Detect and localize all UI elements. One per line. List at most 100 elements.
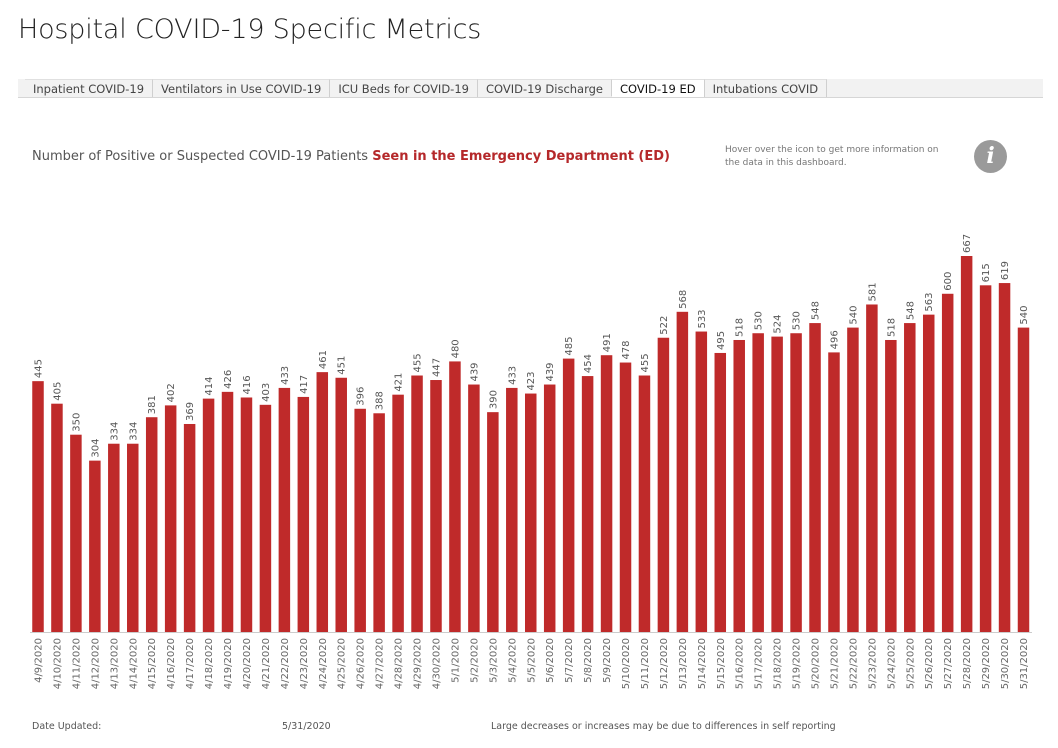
bar-4-20-2020[interactable] (240, 397, 253, 632)
bar-5-24-2020[interactable] (885, 339, 897, 632)
x-tick-label: 5/6/2020 (545, 638, 556, 683)
bar-value-label: 533 (697, 309, 708, 328)
bar-4-21-2020[interactable] (259, 404, 272, 632)
bar-5-29-2020[interactable] (979, 285, 992, 632)
tab-covid-19-discharge[interactable]: COVID-19 Discharge (476, 79, 612, 97)
bar-5-12-2020[interactable] (657, 337, 670, 632)
bar-value-label: 568 (678, 290, 689, 309)
bar-4-15-2020[interactable] (145, 417, 158, 632)
x-tick-label: 5/21/2020 (829, 638, 840, 689)
date-updated-value: 5/31/2020 (282, 721, 331, 732)
x-tick-label: 5/7/2020 (564, 638, 575, 683)
bar-4-10-2020[interactable] (51, 403, 63, 632)
bar-5-17-2020[interactable] (752, 333, 764, 632)
x-tick-label: 4/24/2020 (318, 638, 329, 689)
x-tick-label: 4/16/2020 (166, 638, 177, 689)
bar-5-8-2020[interactable] (581, 376, 594, 632)
bar-5-5-2020[interactable] (525, 393, 537, 632)
bar-5-23-2020[interactable] (866, 304, 878, 632)
bar-4-14-2020[interactable] (127, 443, 139, 632)
x-tick-label: 4/23/2020 (299, 638, 310, 689)
x-tick-label: 5/17/2020 (754, 638, 765, 689)
bar-value-label: 334 (128, 422, 139, 441)
bar-value-label: 455 (640, 353, 651, 372)
bar-5-27-2020[interactable] (941, 293, 954, 632)
bar-5-31-2020[interactable] (1017, 327, 1030, 632)
bar-value-label: 522 (659, 316, 670, 335)
bar-5-21-2020[interactable] (828, 352, 840, 632)
page-title: Hospital COVID-19 Specific Metrics (18, 14, 482, 45)
bar-value-label: 433 (280, 366, 291, 385)
bar-value-label: 439 (545, 362, 556, 381)
tab-ventilators-in-use-covid-19[interactable]: Ventilators in Use COVID-19 (152, 79, 330, 97)
bar-5-9-2020[interactable] (600, 355, 613, 632)
chart-title-highlight: Seen in the Emergency Department (ED) (372, 149, 670, 164)
bar-5-7-2020[interactable] (562, 358, 575, 632)
x-tick-label: 4/22/2020 (280, 638, 291, 689)
bar-4-30-2020[interactable] (430, 380, 442, 632)
bar-value-label: 480 (450, 339, 461, 358)
x-tick-label: 5/14/2020 (697, 638, 708, 689)
bar-5-11-2020[interactable] (638, 375, 651, 632)
bar-4-29-2020[interactable] (411, 375, 423, 632)
x-tick-label: 4/9/2020 (34, 638, 45, 683)
bar-value-label: 563 (924, 293, 935, 312)
bar-5-6-2020[interactable] (543, 384, 556, 632)
bar-4-19-2020[interactable] (221, 391, 234, 632)
bar-5-13-2020[interactable] (676, 311, 689, 632)
bar-5-10-2020[interactable] (619, 362, 632, 632)
bar-4-24-2020[interactable] (316, 372, 329, 632)
bar-5-20-2020[interactable] (809, 323, 821, 632)
bar-5-4-2020[interactable] (506, 387, 518, 632)
info-icon[interactable]: i (974, 140, 1007, 173)
bar-4-25-2020[interactable] (335, 377, 347, 632)
bar-4-17-2020[interactable] (183, 423, 196, 632)
bar-4-28-2020[interactable] (392, 394, 404, 632)
bar-4-9-2020[interactable] (32, 381, 44, 632)
tab-intubations-covid[interactable]: Intubations COVID (703, 79, 828, 97)
bar-4-23-2020[interactable] (297, 396, 310, 632)
tab-covid-19-ed[interactable]: COVID-19 ED (611, 79, 704, 97)
bar-5-1-2020[interactable] (449, 361, 461, 632)
x-tick-label: 4/12/2020 (90, 638, 101, 689)
x-tick-label: 4/13/2020 (109, 638, 120, 689)
bar-4-18-2020[interactable] (202, 398, 215, 632)
bar-5-2-2020[interactable] (468, 384, 480, 632)
tab-inpatient-covid-19[interactable]: Inpatient COVID-19 (25, 79, 153, 97)
x-tick-label: 5/20/2020 (811, 638, 822, 689)
bar-5-22-2020[interactable] (847, 327, 859, 632)
tab-bar: Inpatient COVID-19 Ventilators in Use COV… (18, 79, 1043, 98)
bar-5-18-2020[interactable] (771, 336, 783, 632)
bar-value-label: 518 (735, 318, 746, 337)
bar-value-label: 615 (981, 263, 992, 282)
bar-4-12-2020[interactable] (89, 460, 101, 632)
bar-5-26-2020[interactable] (922, 314, 935, 632)
bar-4-11-2020[interactable] (70, 434, 82, 632)
bar-4-13-2020[interactable] (108, 443, 120, 632)
x-tick-label: 5/24/2020 (886, 638, 897, 689)
bar-value-label: 403 (261, 383, 272, 402)
bar-value-label: 530 (792, 311, 803, 330)
x-tick-label: 4/27/2020 (375, 638, 386, 689)
x-tick-label: 4/10/2020 (52, 638, 63, 689)
bar-4-16-2020[interactable] (164, 405, 177, 632)
bar-4-22-2020[interactable] (278, 387, 291, 632)
x-tick-label: 4/28/2020 (394, 638, 405, 689)
bar-value-label: 417 (299, 375, 310, 394)
bar-4-26-2020[interactable] (354, 408, 366, 632)
x-tick-label: 5/3/2020 (488, 638, 499, 683)
bar-5-25-2020[interactable] (904, 323, 916, 632)
tab-icu-beds-for-covid-19[interactable]: ICU Beds for COVID-19 (329, 79, 477, 97)
bar-5-14-2020[interactable] (695, 331, 708, 632)
bar-5-16-2020[interactable] (733, 339, 745, 632)
x-tick-label: 5/10/2020 (621, 638, 632, 689)
bar-5-19-2020[interactable] (790, 333, 802, 632)
x-tick-label: 5/25/2020 (905, 638, 916, 689)
bar-5-3-2020[interactable] (487, 412, 499, 632)
bar-value-label: 405 (52, 382, 63, 401)
bar-5-30-2020[interactable] (998, 283, 1011, 632)
bar-4-27-2020[interactable] (373, 413, 385, 632)
bar-5-15-2020[interactable] (714, 352, 727, 632)
bar-value-label: 388 (375, 391, 386, 410)
bar-5-28-2020[interactable] (960, 256, 973, 632)
